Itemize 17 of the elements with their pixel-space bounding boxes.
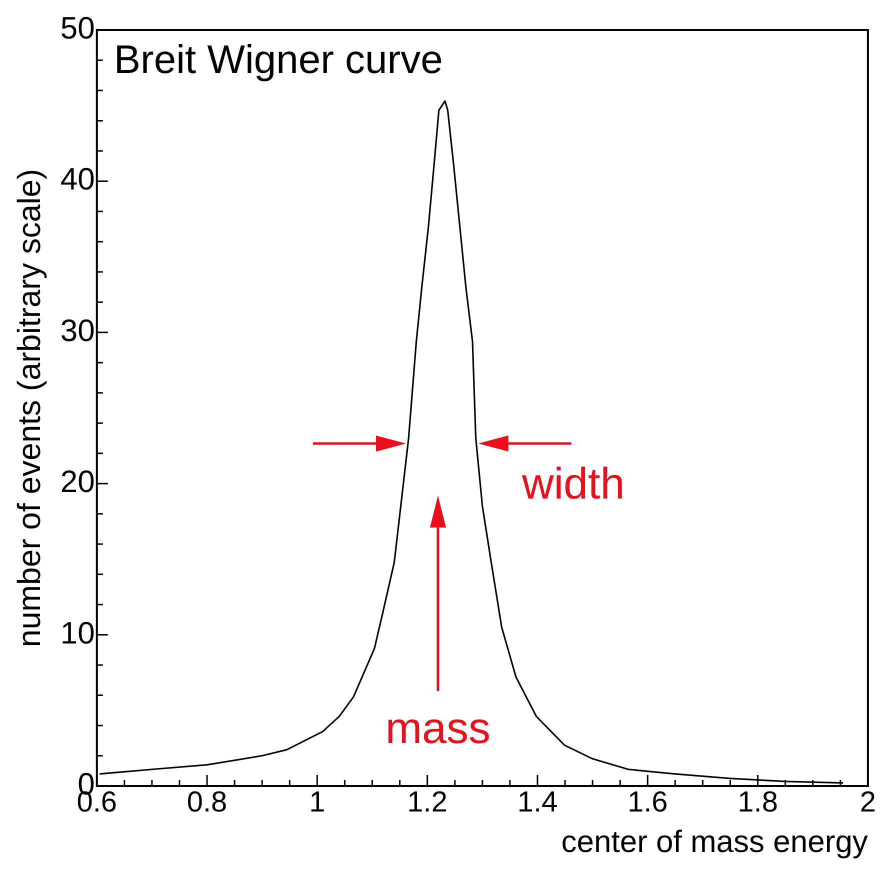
x-tick-label: 0.8 bbox=[186, 786, 228, 818]
y-tick-label: 30 bbox=[60, 312, 95, 348]
y-tick-label: 20 bbox=[60, 464, 95, 500]
y-tick-label: 40 bbox=[60, 162, 95, 197]
y-tick-label: 50 bbox=[60, 10, 95, 46]
x-tick-label: 1 bbox=[309, 786, 326, 818]
x-tick-label: 1.2 bbox=[407, 786, 448, 818]
annotation: width bbox=[520, 460, 625, 509]
x-tick-label: 1.6 bbox=[627, 786, 668, 818]
x-axis-title: center of mass energy bbox=[561, 824, 868, 859]
x-tick-label: 2 bbox=[860, 786, 876, 818]
x-tick-label: 1.8 bbox=[738, 786, 778, 818]
chart-title: Breit Wigner curve bbox=[114, 38, 443, 82]
y-axis-title: number of events (arbitrary scale) bbox=[11, 168, 48, 648]
y-tick-label: 10 bbox=[60, 615, 95, 650]
x-tick-label: 1.4 bbox=[517, 786, 558, 818]
annotation: mass bbox=[385, 704, 491, 754]
